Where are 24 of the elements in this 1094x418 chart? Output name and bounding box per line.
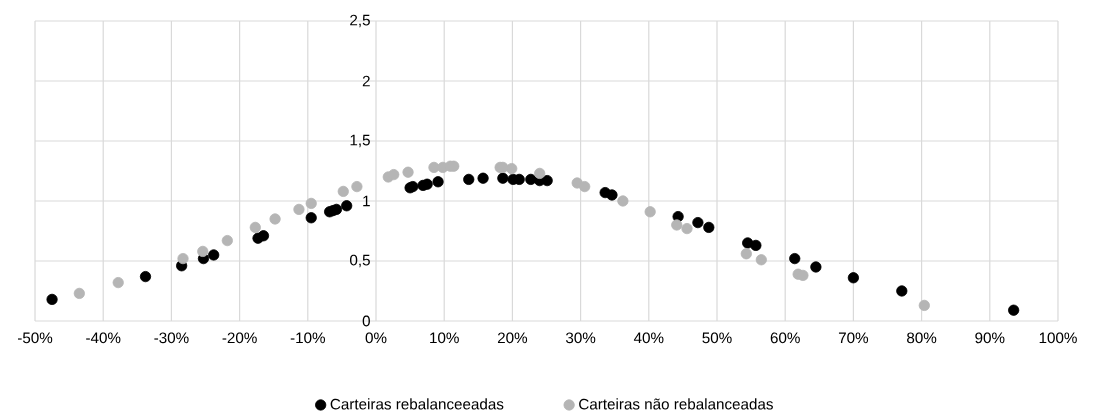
y-tick-label: 1,5: [350, 134, 370, 148]
x-tick-label: 90%: [975, 332, 1005, 344]
x-tick-label: 30%: [565, 332, 596, 344]
x-tick-label: 80%: [907, 332, 937, 344]
x-tick-label: -40%: [86, 332, 121, 344]
legend-label: Carteiras não rebalanceadas: [579, 398, 773, 410]
x-tick-label: 50%: [702, 332, 732, 344]
x-tick-label: 10%: [430, 332, 459, 344]
y-tick-label: 1: [363, 195, 370, 207]
y-tick-label: 0,5: [350, 254, 370, 268]
y-tick-label: 0: [362, 315, 370, 327]
x-tick-label: 70%: [838, 332, 869, 344]
y-tick-label: 2: [362, 75, 370, 87]
legend-label: Carteiras rebalanceeadas: [330, 398, 504, 410]
x-tick-label: 0%: [365, 332, 387, 344]
x-tick-label: -30%: [154, 332, 189, 344]
y-tick-label: 2,5: [350, 14, 370, 28]
x-tick-label: -10%: [290, 332, 326, 344]
x-tick-label: 40%: [633, 332, 664, 344]
x-tick-label: 60%: [770, 332, 800, 344]
x-tick-label: -50%: [17, 332, 53, 344]
x-tick-label: -20%: [222, 332, 257, 344]
x-tick-label: 20%: [497, 332, 528, 344]
x-tick-label: 100%: [1039, 332, 1077, 344]
